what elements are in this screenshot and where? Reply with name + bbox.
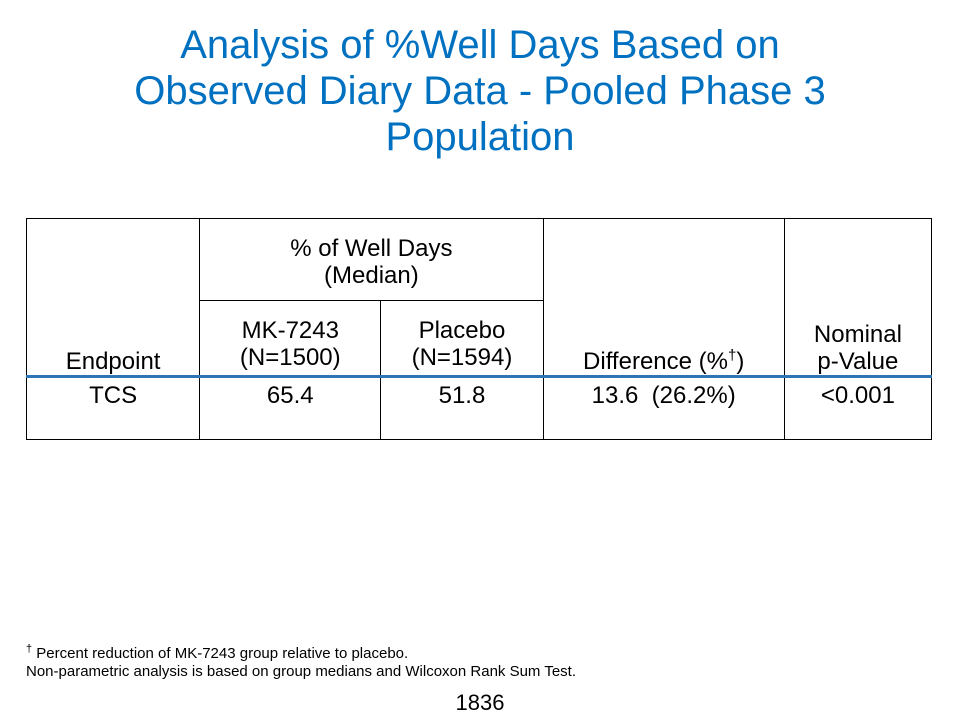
results-table: Endpoint % of Well Days (Median) Differe… bbox=[25, 218, 933, 440]
table-row: TCS 65.4 51.8 13.6 (26.2%) <0.001 bbox=[25, 376, 933, 440]
pvalue-header: Nominal p-Value bbox=[783, 218, 933, 378]
placebo-header-line-2: (N=1594) bbox=[411, 344, 513, 371]
title-line-2: Observed Diary Data - Pooled Phase 3 bbox=[134, 69, 826, 113]
group-header-line-2: (Median) bbox=[324, 261, 419, 289]
placebo-header-line-1: Placebo bbox=[418, 317, 506, 344]
footnote-line-1: † Percent reduction of MK-7243 group rel… bbox=[26, 643, 409, 663]
page-number: 1836 bbox=[455, 690, 505, 715]
group-header-line-1: % of Well Days bbox=[290, 234, 453, 262]
mk-header-line-1: MK-7243 bbox=[241, 317, 339, 344]
endpoint-header: Endpoint bbox=[25, 218, 201, 378]
pvalue-cell: <0.001 bbox=[783, 376, 933, 440]
difference-header: Difference (%†) bbox=[542, 218, 785, 378]
title-line-1: Analysis of %Well Days Based on bbox=[180, 23, 780, 67]
mk-value-cell: 65.4 bbox=[199, 376, 382, 440]
pvalue-header-line-1: Nominal bbox=[813, 321, 902, 348]
placebo-header: Placebo (N=1594) bbox=[380, 300, 544, 378]
placebo-value-cell: 51.8 bbox=[380, 376, 544, 440]
title-line-3: Population bbox=[385, 115, 575, 159]
footnote-line-2: Non-parametric analysis is based on grou… bbox=[26, 663, 576, 680]
footnote-dagger: † bbox=[26, 643, 33, 655]
header-row-1: Endpoint % of Well Days (Median) Differe… bbox=[25, 218, 933, 378]
difference-value-cell: 13.6 (26.2%) bbox=[542, 376, 785, 440]
footnotes: † Percent reduction of MK-7243 group rel… bbox=[26, 643, 576, 681]
dagger-mark: † bbox=[727, 347, 737, 364]
mk-header-line-2: (N=1500) bbox=[239, 344, 341, 371]
well-days-group-header: % of Well Days (Median) bbox=[199, 218, 544, 301]
slide-title: Analysis of %Well Days Based on Observed… bbox=[40, 22, 920, 160]
endpoint-cell: TCS bbox=[25, 376, 201, 440]
header-row-2: MK-7243 (N=1500) Placebo (N=1594) bbox=[27, 300, 932, 378]
pvalue-header-line-2: p-Value bbox=[817, 348, 899, 375]
mk-header: MK-7243 (N=1500) bbox=[199, 300, 382, 378]
